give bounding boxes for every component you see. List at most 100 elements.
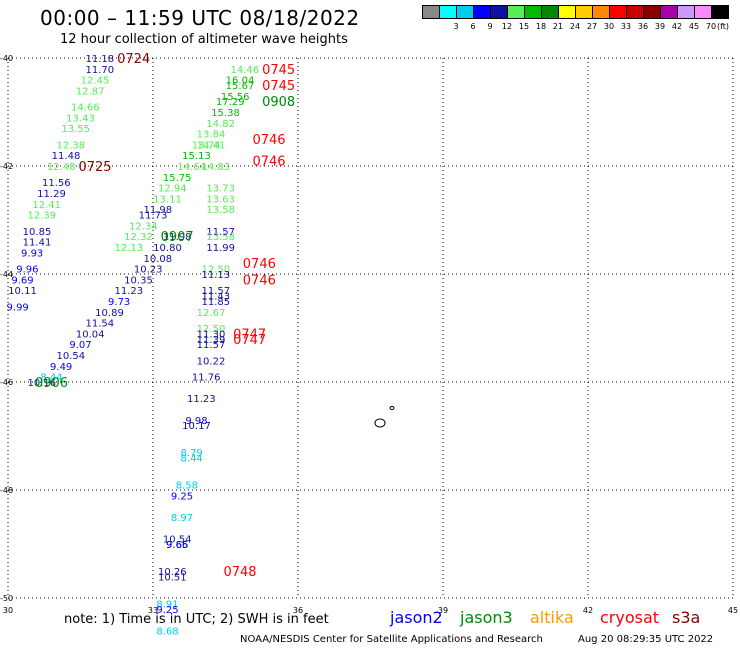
pass-time-label: 0747 xyxy=(233,327,266,342)
wave-height-label: 13.73 xyxy=(206,184,235,195)
wave-height-label: 12.41 xyxy=(32,200,61,211)
wave-height-label: 13.58 xyxy=(206,232,235,243)
grid xyxy=(7,57,734,599)
wave-height-label: 10.54 xyxy=(163,535,192,546)
wave-height-label: 12.50 xyxy=(197,324,226,335)
wave-height-label: 12.67 xyxy=(197,308,226,319)
wave-height-label: 11.57 xyxy=(206,227,235,238)
wave-height-label: 8.44 xyxy=(181,454,203,465)
pass-time-label: 0745 xyxy=(262,63,295,78)
wave-height-label: 11.54 xyxy=(86,319,115,330)
satellite-name: jason2 xyxy=(390,608,443,627)
wave-height-label: 9.99 xyxy=(7,302,29,313)
color-swatch xyxy=(473,5,491,19)
wave-height-label: 10.22 xyxy=(197,356,226,367)
wave-height-label: 11.57 xyxy=(202,286,231,297)
wave-height-label: 13.43 xyxy=(66,113,95,124)
satellite-name: s3a xyxy=(672,608,701,627)
color-scale-label: 45 xyxy=(688,22,700,31)
color-swatch xyxy=(439,5,457,19)
wave-height-label: 12.94 xyxy=(158,184,187,195)
wave-height-label: 11.73 xyxy=(139,211,168,222)
satellite-name: cryosat xyxy=(600,608,660,627)
wave-height-label: 11.70 xyxy=(86,65,115,76)
wave-height-label: 10.85 xyxy=(23,227,52,238)
color-scale-label: 12 xyxy=(501,22,513,31)
wave-height-label: 10.11 xyxy=(8,286,37,297)
x-tick-label: 30 xyxy=(3,606,13,615)
wave-height-label: 9.66 xyxy=(166,540,188,551)
wave-height-label: 8.97 xyxy=(171,513,193,524)
color-scale-label: 18 xyxy=(535,22,547,31)
color-swatch xyxy=(422,5,440,19)
color-scale-label: 21 xyxy=(552,22,564,31)
islands xyxy=(374,406,395,428)
wave-height-label: 12.38 xyxy=(57,140,86,151)
wave-height-label: 13.74 xyxy=(192,140,221,151)
color-scale-label: 70 xyxy=(705,22,717,31)
color-swatch xyxy=(524,5,542,19)
wave-height-label: 12.13 xyxy=(115,243,144,254)
color-swatch xyxy=(677,5,695,19)
wave-height-label: 9.25 xyxy=(171,491,193,502)
wave-height-label: 12.39 xyxy=(28,211,57,222)
color-scale-label: 30 xyxy=(603,22,615,31)
wave-height-label: 10.80 xyxy=(153,243,182,254)
wave-height-label: 12.45 xyxy=(81,76,110,87)
x-tick-label: 42 xyxy=(583,606,593,615)
satellite-name: jason3 xyxy=(460,608,513,627)
wave-height-label: 11.41 xyxy=(23,238,52,249)
credit-text: NOAA/NESDIS Center for Satellite Applica… xyxy=(240,634,543,645)
pass-time-label: 0724 xyxy=(117,52,150,67)
color-swatch xyxy=(694,5,712,19)
chart-title: 00:00 – 11:59 UTC 08/18/2022 xyxy=(40,6,360,30)
color-scale-label: 42 xyxy=(671,22,683,31)
wave-height-label: 10.35 xyxy=(124,275,153,286)
wave-height-label: 13.58 xyxy=(206,205,235,216)
color-swatch xyxy=(575,5,593,19)
wave-height-label: 13.63 xyxy=(206,194,235,205)
color-scale-label: 9 xyxy=(487,22,493,31)
wave-height-label: 11.76 xyxy=(192,373,221,384)
wave-height-label: 9.93 xyxy=(21,248,43,259)
satellite-name: altika xyxy=(530,608,574,627)
color-scale-label: 36 xyxy=(637,22,649,31)
y-tick-label: -48 xyxy=(0,486,13,495)
color-scale-unit: (ft) xyxy=(716,22,730,31)
wave-height-label: 11.98 xyxy=(144,205,173,216)
color-swatch xyxy=(490,5,508,19)
wave-height-label: 10.26 xyxy=(158,567,187,578)
wave-height-label: 11.18 xyxy=(86,54,115,65)
x-tick-label: 36 xyxy=(293,606,303,615)
wave-height-label: 14.64 xyxy=(177,162,206,173)
axis-ticks: 30 33 36 39 42 45 -40 -42 -44 -46 -48 -50 xyxy=(0,54,738,615)
wave-height-label: 9.73 xyxy=(108,297,130,308)
color-scale-label: 6 xyxy=(470,22,476,31)
wave-height-label: 16.04 xyxy=(226,76,255,87)
wave-height-label: 12.87 xyxy=(76,86,105,97)
island-large xyxy=(374,418,386,428)
wave-height-label: 11.48 xyxy=(52,151,81,162)
wave-height-label: 9.25 xyxy=(156,605,178,616)
color-swatch xyxy=(660,5,678,19)
wave-height-label: 11.98 xyxy=(163,232,192,243)
wave-height-label: 8.44 xyxy=(40,373,62,384)
wave-height-label: 11.13 xyxy=(202,270,231,281)
wave-height-label: 12.32 xyxy=(124,232,153,243)
wave-height-label: 13.84 xyxy=(197,130,226,141)
wave-height-label: 14.41 xyxy=(197,140,226,151)
y-tick-label: -42 xyxy=(0,162,13,171)
wave-height-label: 13.11 xyxy=(153,194,182,205)
y-tick-label: -40 xyxy=(0,54,13,63)
color-scale-label: 3 xyxy=(453,22,459,31)
wave-height-label: 15.75 xyxy=(163,173,192,184)
wave-height-label: 10.08 xyxy=(144,254,173,265)
pass-time-label: 0907 xyxy=(161,230,194,245)
color-swatch xyxy=(507,5,525,19)
color-swatch xyxy=(609,5,627,19)
wave-height-label: 9.69 xyxy=(11,275,33,286)
wave-height-label: 14.82 xyxy=(206,119,235,130)
wave-height-label: 11.57 xyxy=(197,340,226,351)
wave-height-label: 9.07 xyxy=(69,340,91,351)
